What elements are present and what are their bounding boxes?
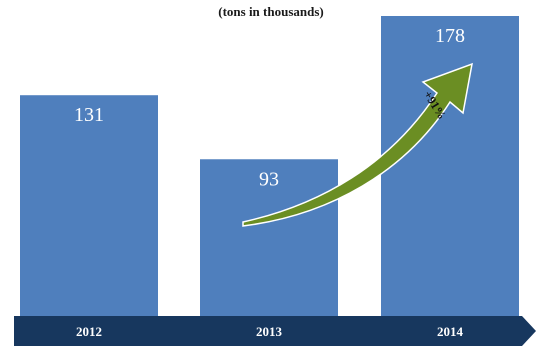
- bar-value-label-2013: 93: [259, 168, 279, 190]
- bar-2014: [381, 16, 519, 316]
- growth-arrow: +91%: [242, 62, 473, 227]
- chart-subtitle: (tons in thousands): [218, 4, 324, 19]
- bar-value-label-2012: 131: [74, 104, 104, 126]
- bar-2013: [200, 159, 338, 316]
- category-labels-group: 2012 2013 2014: [76, 324, 464, 339]
- category-label-2014: 2014: [437, 324, 464, 339]
- bars-group: 131 93 178: [20, 16, 519, 316]
- bar-2012: [20, 95, 158, 316]
- bar-value-label-2014: 178: [435, 25, 465, 47]
- category-label-2012: 2012: [76, 324, 102, 339]
- category-axis-band: [14, 316, 536, 346]
- growth-arrow-shape: [242, 62, 473, 227]
- category-label-2013: 2013: [256, 324, 283, 339]
